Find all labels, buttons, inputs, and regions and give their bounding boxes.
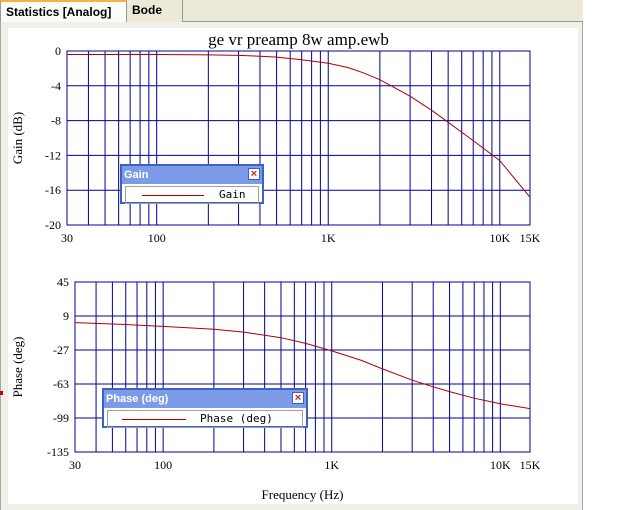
phase-x-tick-label: 1K xyxy=(324,458,339,472)
phase-y-tick-label: 45 xyxy=(57,275,69,289)
gain-y-tick-label: -16 xyxy=(45,183,61,197)
close-icon[interactable]: × xyxy=(292,392,304,404)
gain-legend-title-text: Gain xyxy=(124,169,149,181)
tab-bode[interactable]: Bode xyxy=(127,0,183,22)
gain-x-tick-label: 15K xyxy=(520,231,541,245)
phase-x-tick-label: 15K xyxy=(520,458,541,472)
gain-legend-entry: Gain xyxy=(219,188,246,201)
gain-line-swatch xyxy=(142,195,204,196)
gain-x-tick-label: 30 xyxy=(61,231,73,245)
phase-legend-body: Phase (deg) xyxy=(107,410,303,428)
phase-legend-title-text: Phase (deg) xyxy=(106,393,169,405)
gain-legend-body: Gain xyxy=(125,186,259,204)
gain-series-line xyxy=(67,54,531,198)
phase-y-tick-label: -135 xyxy=(47,445,69,459)
gain-legend-title: Gain × xyxy=(122,166,262,184)
phase-x-axis-label: Frequency (Hz) xyxy=(262,487,344,502)
close-icon[interactable]: × xyxy=(248,168,260,180)
phase-legend-title: Phase (deg) × xyxy=(104,390,306,408)
gain-legend[interactable]: Gain × Gain xyxy=(120,164,264,204)
phase-y-tick-label: -27 xyxy=(53,343,69,357)
phase-plot-frame xyxy=(74,281,531,453)
tab-bar: Statistics [Analog] Bode xyxy=(0,0,640,22)
gain-y-axis-label: Gain (dB) xyxy=(10,112,25,164)
gain-x-tick-label: 10K xyxy=(489,231,510,245)
phase-y-tick-label: 9 xyxy=(63,309,69,323)
gain-y-tick-label: -12 xyxy=(45,148,61,162)
gain-y-tick-label: -20 xyxy=(45,218,61,232)
edge-marker xyxy=(0,391,3,395)
gain-y-tick-label: -8 xyxy=(51,114,61,128)
phase-x-tick-label: 30 xyxy=(69,458,81,472)
phase-line-swatch xyxy=(122,419,186,420)
tab-strip: Statistics [Analog] Bode xyxy=(0,0,583,22)
gain-y-tick-label: -4 xyxy=(51,79,61,93)
phase-legend[interactable]: Phase (deg) × Phase (deg) xyxy=(102,388,308,428)
gain-plot-frame xyxy=(66,50,531,226)
gain-y-tick-label: 0 xyxy=(55,44,61,58)
tab-statistics-analog[interactable]: Statistics [Analog] xyxy=(0,0,127,22)
phase-x-tick-label: 10K xyxy=(490,458,511,472)
phase-y-tick-label: -63 xyxy=(53,377,69,391)
gain-x-tick-label: 100 xyxy=(148,231,166,245)
gain-x-tick-label: 1K xyxy=(321,231,336,245)
phase-y-axis-label: Phase (deg) xyxy=(10,336,25,397)
phase-y-tick-label: -99 xyxy=(53,411,69,425)
gain-chart-title: ge vr preamp 8w amp.ewb xyxy=(208,30,389,49)
phase-x-tick-label: 100 xyxy=(154,458,172,472)
phase-legend-entry: Phase (deg) xyxy=(200,412,273,425)
phase-series-line xyxy=(74,322,531,410)
